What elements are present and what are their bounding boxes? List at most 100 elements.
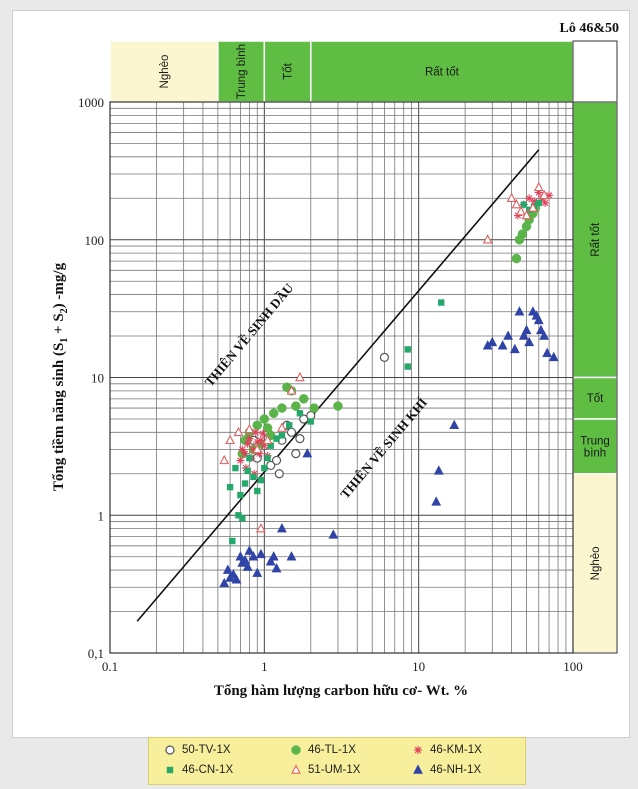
point-50-TV-1X [380,353,388,361]
x-tick-label: 10 [412,659,425,674]
point-51-UM-1X [257,524,265,532]
legend-marker [411,763,425,777]
point-51-UM-1X [296,373,304,381]
top-band-label: Nghèo [159,55,171,89]
x-tick-label: 1 [261,659,268,674]
scatter-chart: Nghèo Trung bình Tốt Rất tốt Rất tốt Tốt Trun… [13,11,629,737]
point-46-NH-1X [288,552,296,560]
point-46-TL-1X [277,404,286,413]
right-classification-bands: Rất tốt Tốt Trungbình Nghèo [573,102,617,653]
legend-marker-shape [167,767,173,773]
point-46-TL-1X [260,414,269,423]
point-46-NH-1X [523,326,531,334]
top-band-label: Tốt [283,62,295,79]
point-51-UM-1X [535,183,543,191]
point-46-KM-1X [236,456,244,464]
top-classification-bands: Nghèo Trung bình Tốt Rất tốt [110,41,617,102]
top-band-label: Rất tốt [425,67,460,79]
point-46-CN-1X [258,477,264,483]
point-46-TL-1X [269,409,278,418]
legend-item: 46-TL-1X [289,743,356,757]
point-46-KM-1X [245,435,253,443]
legend-marker [411,743,425,757]
point-46-CN-1X [229,538,235,544]
x-axis-label: Tổng hàm lượng carbon hữu cơ- Wt. % [214,683,468,699]
point-51-UM-1X [508,194,516,202]
point-50-TV-1X [273,456,281,464]
point-46-CN-1X [239,515,245,521]
legend-label: 46-TL-1X [308,744,356,756]
point-51-UM-1X [226,436,234,444]
y-tick-label: 1 [98,508,105,523]
point-46-KM-1X [541,199,549,207]
x-tick-label: 100 [563,659,583,674]
legend-label: 51-UM-1X [308,764,360,776]
point-46-NH-1X [329,531,337,539]
point-46-CN-1X [438,299,444,305]
point-46-CN-1X [254,488,260,494]
point-46-CN-1X [261,465,267,471]
point-51-UM-1X [484,235,492,243]
legend-label: 46-KM-1X [430,744,482,756]
legend-marker-shape [414,746,422,754]
point-46-NH-1X [515,307,523,315]
point-46-TL-1X [333,402,342,411]
point-46-NH-1X [278,524,286,532]
chart-title: Lô 46&50 [560,21,620,36]
point-46-NH-1X [245,547,253,555]
y-label-part-2: + S [51,313,67,337]
x-tick-label: 0.1 [102,659,118,674]
point-46-NH-1X [257,550,265,558]
legend: 50-TV-1X 46-TL-1X 46-KM-1X 46-CN-1X 51-UM-1X… [148,737,526,785]
point-46-NH-1X [435,466,443,474]
legend-item: 51-UM-1X [289,763,360,777]
legend-label: 46-CN-1X [182,764,233,776]
point-51-UM-1X [220,456,228,464]
point-46-CN-1X [308,418,314,424]
top-band-label: Trung bình [236,44,248,99]
legend-marker [289,743,303,757]
right-band-label: Nghèo [590,546,602,580]
point-46-TL-1X [253,421,262,430]
point-46-NH-1X [504,332,512,340]
legend-item: 46-CN-1X [163,763,233,777]
y-axis-label: Tổng tiềm năng sinh (S1 + S2) -mg/g [51,262,70,491]
right-band-label: Rất tốt [590,222,602,257]
point-46-CN-1X [536,200,542,206]
point-46-NH-1X [499,341,507,349]
legend-marker-shape [414,766,422,774]
point-46-NH-1X [303,449,311,457]
legend-marker-shape [292,746,301,755]
corner-box [573,41,617,102]
point-46-CN-1X [227,484,233,490]
point-46-CN-1X [250,474,256,480]
point-46-TL-1X [512,254,521,263]
point-46-NH-1X [450,421,458,429]
legend-marker [163,763,177,777]
legend-label: 50-TV-1X [182,744,231,756]
point-46-TL-1X [291,402,300,411]
right-band-label: bình [584,447,606,459]
point-46-CN-1X [405,346,411,352]
legend-item: 46-NH-1X [411,763,481,777]
y-tick-label: 1000 [78,95,104,110]
chart-frame: Nghèo Trung bình Tốt Rất tốt Rất tốt Tốt Trun… [12,10,630,738]
point-46-CN-1X [242,480,248,486]
legend-marker-shape [292,766,300,774]
y-tick-label: 10 [91,371,104,386]
point-46-NH-1X [270,552,278,560]
point-46-CN-1X [232,465,238,471]
series-46-TL-1X [238,204,540,459]
point-46-CN-1X [244,468,250,474]
y-tick-label: 100 [85,233,105,248]
point-46-CN-1X [237,492,243,498]
legend-marker [289,763,303,777]
right-band-label: Tốt [587,393,604,405]
annotation-label: THIÊN VỀ SINH KHÍ [337,395,430,502]
point-50-TV-1X [275,470,283,478]
legend-label: 46-NH-1X [430,764,481,776]
legend-item: 46-KM-1X [411,743,482,757]
point-46-NH-1X [511,345,519,353]
right-band-label: Trung [580,435,610,447]
point-46-NH-1X [432,498,440,506]
